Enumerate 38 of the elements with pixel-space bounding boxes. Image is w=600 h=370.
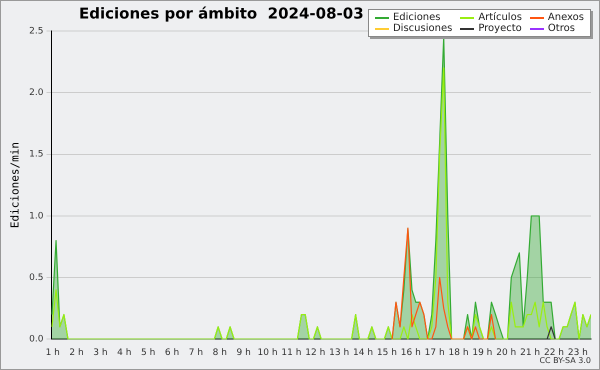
- x-tick-label: 3 h: [93, 348, 108, 358]
- y-tick-label: 2.5: [29, 26, 44, 36]
- y-tick-label: 2.0: [29, 88, 44, 98]
- x-tick-label: 14 h: [353, 348, 374, 358]
- x-tick-label: 20 h: [496, 348, 516, 358]
- x-tick-label: 16 h: [400, 348, 421, 358]
- x-tick-label: 4 h: [117, 348, 132, 358]
- y-tick-label: 1.5: [29, 150, 44, 160]
- x-tick-label: 10 h: [258, 348, 278, 358]
- y-tick-label: 0.0: [29, 334, 44, 345]
- y-tick-label: 1.0: [29, 211, 44, 222]
- legend-label: Proyecto: [478, 23, 522, 34]
- y-axis-title: Ediciones/min: [8, 142, 22, 228]
- x-tick-label: 13 h: [329, 348, 350, 358]
- x-tick-label: 21 h: [520, 348, 540, 358]
- x-tick-label: 19 h: [472, 348, 492, 358]
- x-tick-label: 15 h: [376, 348, 397, 358]
- x-tick-label: 7 h: [188, 348, 204, 358]
- x-tick-label: 2 h: [69, 348, 84, 358]
- chart-title: Ediciones por ámbito 2024-08-03: [79, 4, 364, 22]
- legend-label: Anexos: [548, 12, 584, 23]
- y-tick-label: 0.5: [29, 272, 44, 283]
- x-tick-label: 5 h: [141, 348, 156, 358]
- x-tick-label: 11 h: [281, 348, 302, 358]
- x-tick-label: 8 h: [212, 348, 227, 358]
- x-tick-label: 6 h: [164, 348, 180, 358]
- x-tick-label: 23 h: [568, 348, 588, 358]
- legend-label: Ediciones: [392, 12, 441, 23]
- legend-label: Discusiones: [392, 23, 452, 34]
- x-tick-label: 12 h: [305, 348, 326, 358]
- x-tick-label: 17 h: [424, 348, 445, 358]
- x-tick-label: 1 h: [46, 348, 60, 358]
- x-tick-label: 22 h: [544, 348, 564, 358]
- text: CC BY-SA 3.0: [539, 356, 591, 366]
- x-tick-label: 18 h: [448, 348, 469, 358]
- x-tick-label: 9 h: [236, 348, 251, 358]
- legend-label: Otros: [548, 23, 575, 34]
- legend-label: Artículos: [478, 12, 522, 23]
